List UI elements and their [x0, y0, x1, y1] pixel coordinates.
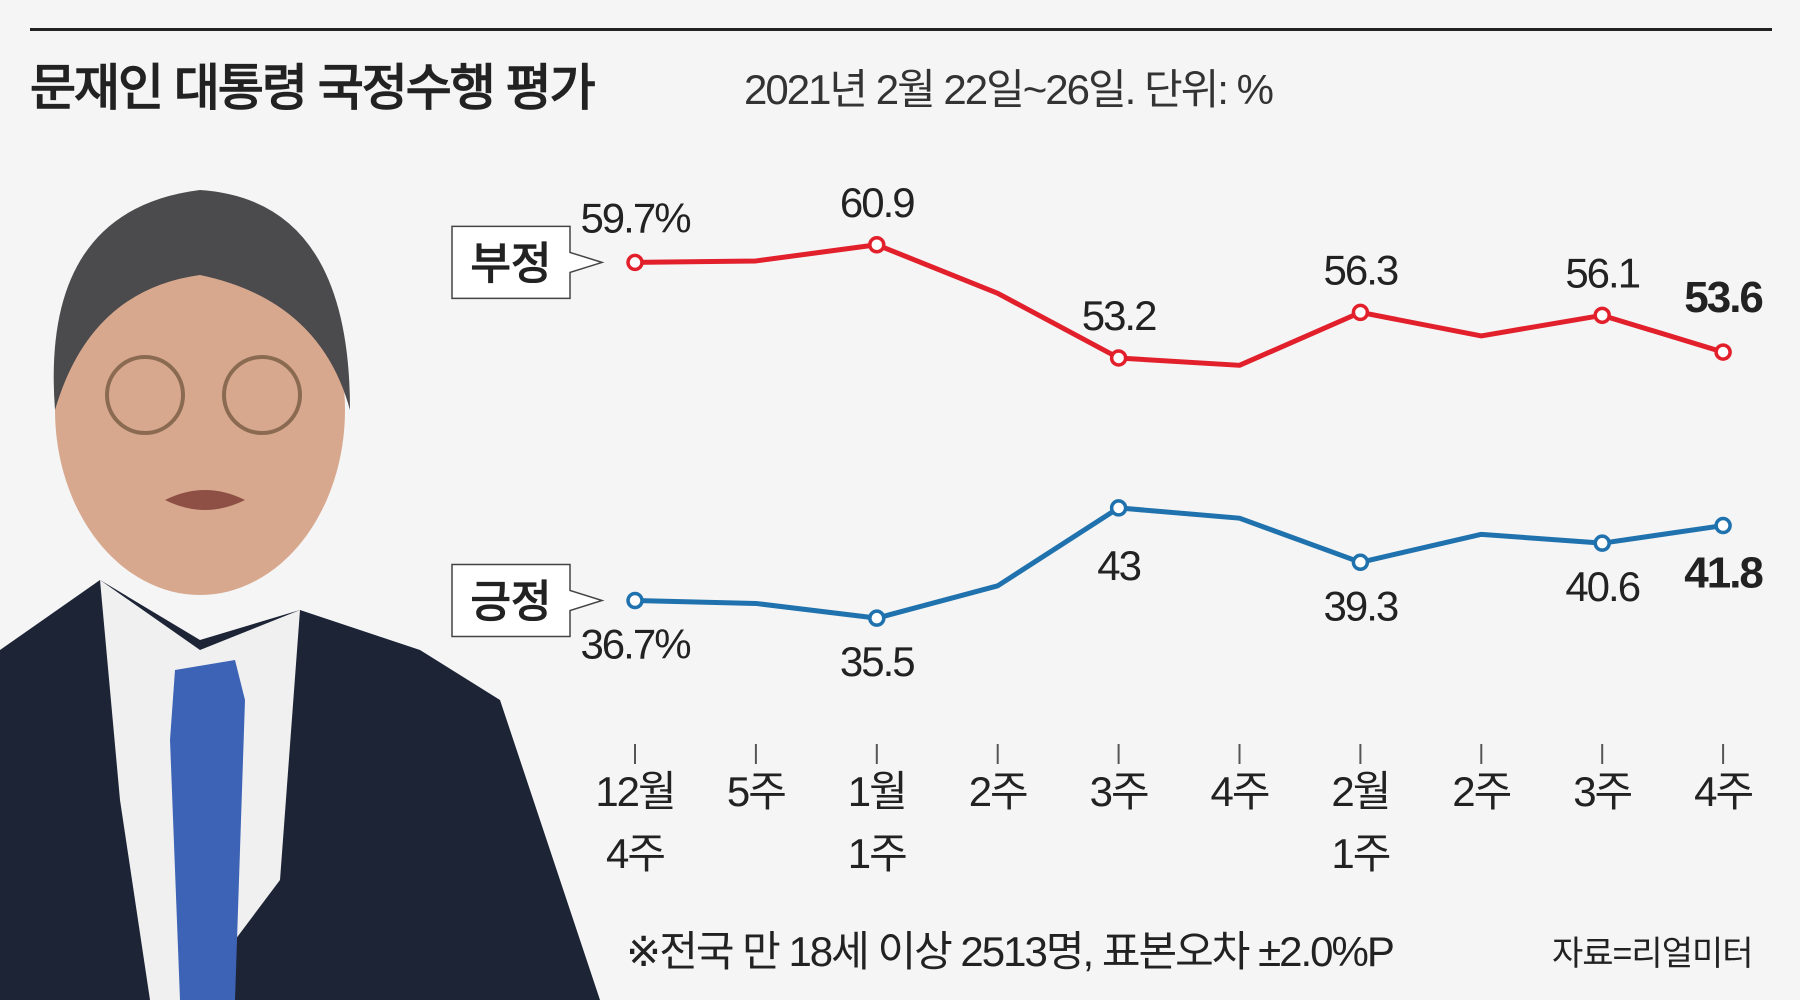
x-tick-label: 3주 — [1090, 768, 1148, 815]
data-point — [1593, 306, 1611, 325]
data-label: 36.7% — [580, 621, 690, 668]
data-label: 43 — [1097, 542, 1140, 589]
series-line-negative — [634, 242, 1724, 368]
x-tick-label: 2주 — [969, 768, 1027, 815]
data-label: 41.8 — [1684, 549, 1763, 598]
data-label: 40.6 — [1565, 563, 1639, 610]
data-label: 59.7% — [580, 194, 690, 241]
series-line-positive — [634, 505, 1724, 621]
top-rule — [30, 28, 1772, 31]
x-tick-label: 2주 — [1452, 768, 1510, 815]
president-photo — [0, 190, 600, 1000]
data-point — [1109, 499, 1128, 517]
data-label: 35.5 — [840, 638, 914, 685]
data-point — [1714, 516, 1732, 535]
data-point — [1714, 343, 1732, 361]
data-label: 39.3 — [1324, 582, 1398, 629]
x-tick-label: 5주 — [727, 768, 785, 815]
x-tick-label: 1주 — [1331, 830, 1389, 877]
x-tick-label: 2월 — [1331, 768, 1389, 815]
data-point — [1593, 534, 1611, 552]
data-point — [1351, 553, 1370, 572]
x-tick-label: 4주 — [1694, 768, 1752, 815]
data-point — [868, 609, 886, 627]
series-tag-box — [451, 225, 605, 300]
footnote: ※전국 만 18세 이상 2513명, 표본오차 ±2.0%P — [626, 928, 1395, 975]
data-label: 56.3 — [1324, 246, 1398, 293]
x-tick-label: 12월 — [595, 768, 674, 815]
x-tick-label: 3주 — [1573, 768, 1631, 815]
x-tick-label: 1주 — [848, 830, 906, 877]
x-tick-label: 4주 — [606, 830, 664, 877]
data-point — [626, 253, 644, 272]
series-tag-positive: 긍정 — [471, 578, 552, 627]
chart-subtitle: 2021년 2월 22일~26일. 단위: % — [744, 66, 1274, 113]
chart-title: 문재인 대통령 국정수행 평가 — [30, 60, 596, 116]
data-label: 53.2 — [1082, 292, 1156, 339]
source-credit: 자료=리얼미터 — [1552, 935, 1754, 973]
data-point — [1351, 303, 1370, 322]
data-point — [868, 236, 886, 254]
x-tick-label: 1월 — [848, 768, 906, 815]
data-label: 60.9 — [840, 179, 914, 226]
data-label: 53.6 — [1684, 273, 1762, 322]
x-tick-label: 4주 — [1211, 768, 1269, 815]
data-label: 56.1 — [1565, 249, 1639, 296]
data-point — [626, 591, 644, 610]
data-point — [1109, 349, 1128, 367]
series-tag-negative: 부정 — [471, 239, 552, 288]
series-tag-box — [451, 563, 605, 638]
